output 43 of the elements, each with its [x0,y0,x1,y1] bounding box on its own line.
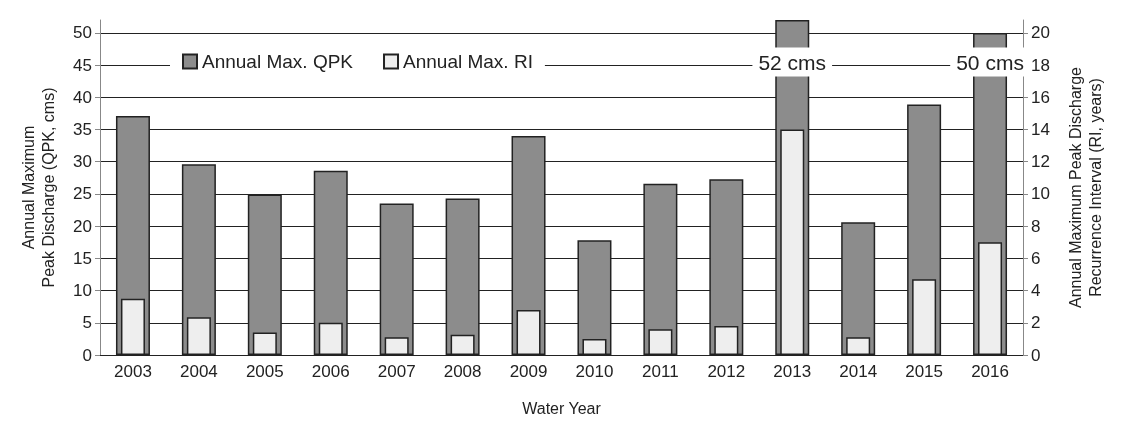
y2-tick-label: 14 [1031,120,1050,140]
legend-label: Annual Max. QPK [202,51,354,72]
x-tick-label: 2004 [179,362,218,381]
y2-tick-label: 4 [1031,281,1041,301]
y-tick-label: 10 [73,281,92,301]
y-tick-label: 20 [73,216,92,236]
data-label: 50 cms [956,50,1024,74]
x-tick-label: 2009 [509,362,548,381]
y-tick-label: 45 [73,55,92,75]
x-tick-label: 2010 [575,362,614,381]
y2-tick-label: 20 [1031,23,1050,43]
x-tick-label: 2007 [377,362,416,381]
x-tick-label: 2005 [245,362,284,381]
x-axis-title: Water Year [522,399,602,417]
y2-tick-label: 18 [1031,55,1050,75]
x-tick-label: 2011 [642,362,679,381]
x-tick-label: 2008 [443,362,482,381]
y-tick-label: 25 [73,184,92,204]
x-tick-label: 2012 [707,362,746,381]
x-tick-label: 2016 [971,362,1009,381]
y2-tick-label: 2 [1031,313,1041,333]
y2-tick-label: 12 [1031,152,1050,172]
data-label: 52 cms [758,50,827,74]
y2-tick-label: 10 [1031,184,1050,204]
y-axis-title: Annual Maximum Peak Discharge (QPK, cms) [19,87,57,288]
y-tick-label: 35 [73,120,92,140]
x-tick-label: 2006 [311,362,350,381]
y2-tick-label: 8 [1031,216,1041,236]
y-tick-label: 0 [82,345,92,365]
legend-label: Annual Max. RI [403,51,533,72]
y-tick-label: 5 [82,313,92,333]
y-tick-label: 50 [73,23,92,43]
x-tick-label: 2015 [905,362,944,381]
x-tick-label: 2013 [773,362,812,381]
y2-tick-label: 6 [1031,248,1041,268]
y-tick-label: 15 [73,248,92,268]
y2-tick-label: 0 [1031,345,1041,365]
y-tick-label: 30 [73,152,92,172]
y2-axis-title: Annual Maximum Peak Discharge Recurrence Interval (RI, years) [1066,66,1104,308]
y2-tick-label: 16 [1031,87,1050,107]
y-tick-label: 40 [73,87,92,107]
x-tick-label: 2003 [114,362,152,381]
x-tick-label: 2014 [839,362,878,381]
